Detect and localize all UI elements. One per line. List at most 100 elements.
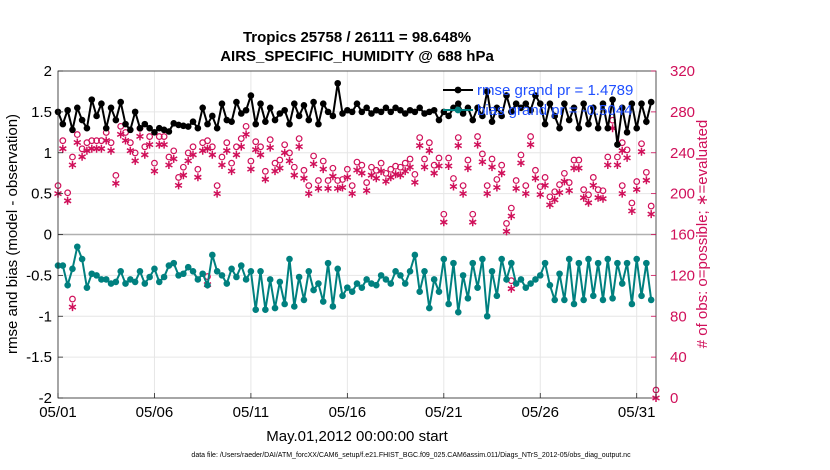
rmse-point bbox=[348, 108, 356, 116]
obs-possible-marker bbox=[382, 169, 390, 177]
bias-point bbox=[575, 259, 583, 267]
rmse-point bbox=[204, 120, 211, 128]
obs-evaluated-marker bbox=[68, 303, 77, 312]
bias-point bbox=[141, 280, 149, 287]
obs-evaluated-marker bbox=[449, 182, 458, 191]
obs-evaluated-marker bbox=[237, 142, 246, 151]
obs-possible-marker bbox=[242, 122, 250, 130]
obs-evaluated-marker bbox=[314, 184, 323, 193]
obs-possible-marker bbox=[440, 210, 448, 218]
bias-point bbox=[358, 284, 366, 291]
bias-point bbox=[271, 304, 279, 312]
obs-evaluated-marker bbox=[68, 161, 77, 169]
obs-possible-marker bbox=[517, 151, 525, 159]
y-axis-label: rmse and bias (model - observation) bbox=[4, 114, 21, 354]
rmse-point bbox=[83, 124, 91, 132]
obs-possible-marker bbox=[416, 134, 424, 141]
rmse-point bbox=[454, 100, 462, 107]
bias-point bbox=[213, 267, 221, 275]
obs-evaluated-marker bbox=[174, 181, 183, 190]
obs-markers bbox=[54, 116, 660, 402]
obs-evaluated-marker bbox=[406, 163, 414, 172]
obs-possible-marker bbox=[570, 156, 578, 164]
bias-point bbox=[155, 278, 163, 286]
bias-point bbox=[262, 306, 269, 314]
x-tick-label: 05/26 bbox=[521, 404, 559, 421]
rmse-point bbox=[136, 124, 144, 132]
rmse-point bbox=[319, 100, 327, 107]
bias-point bbox=[561, 296, 568, 304]
rmse-point bbox=[585, 120, 592, 128]
y-right-tick-label: 80 bbox=[670, 308, 687, 325]
rmse-point bbox=[575, 124, 583, 132]
bias-point bbox=[310, 286, 317, 294]
y-tick-label: 2 bbox=[44, 63, 52, 80]
bias-point bbox=[339, 292, 346, 300]
y-tick-label: 1.5 bbox=[31, 104, 52, 121]
bias-point bbox=[522, 284, 530, 291]
obs-possible-marker bbox=[589, 174, 597, 181]
obs-possible-marker bbox=[469, 210, 477, 218]
bias-point bbox=[628, 300, 636, 308]
obs-evaluated-marker bbox=[145, 140, 154, 149]
obs-evaluated-marker bbox=[618, 146, 627, 155]
rmse-point bbox=[88, 96, 96, 103]
rmse-point bbox=[527, 106, 534, 114]
bias-point bbox=[594, 259, 602, 267]
bias-point bbox=[218, 272, 226, 279]
bias-point bbox=[638, 292, 645, 300]
obs-possible-marker bbox=[435, 154, 443, 162]
bias-point bbox=[319, 298, 327, 305]
bias-point bbox=[131, 278, 139, 286]
rmse-point bbox=[271, 116, 279, 124]
bias-point bbox=[498, 255, 505, 263]
obs-possible-marker bbox=[98, 137, 105, 145]
bias-point bbox=[392, 267, 399, 275]
rmse-point bbox=[237, 110, 245, 117]
rmse-point bbox=[633, 124, 641, 132]
bias-point bbox=[237, 262, 245, 269]
bias-point bbox=[93, 272, 100, 279]
rmse-point bbox=[551, 112, 559, 120]
obs-possible-marker bbox=[556, 181, 563, 189]
bias-point bbox=[556, 270, 563, 278]
obs-evaluated-marker bbox=[329, 172, 337, 181]
obs-evaluated-marker bbox=[599, 194, 607, 203]
obs-evaluated-marker bbox=[348, 189, 356, 198]
chart-title: Tropics 25758 / 26111 = 98.648% bbox=[243, 29, 471, 46]
legend-bias-marker bbox=[454, 106, 462, 114]
bias-point bbox=[580, 296, 587, 304]
bias-point bbox=[532, 276, 539, 283]
x-tick-label: 05/11 bbox=[233, 404, 269, 421]
bias-point bbox=[315, 280, 322, 287]
obs-possible-marker bbox=[560, 169, 568, 177]
obs-evaluated-marker bbox=[309, 160, 318, 168]
obs-possible-marker bbox=[252, 138, 260, 146]
obs-possible-marker bbox=[151, 159, 158, 167]
rmse-point bbox=[262, 118, 269, 125]
obs-evaluated-marker bbox=[647, 210, 655, 219]
obs-evaluated-marker bbox=[637, 147, 646, 156]
bias-point bbox=[291, 303, 298, 310]
rmse-point bbox=[233, 98, 240, 106]
obs-possible-marker bbox=[281, 141, 289, 149]
rmse-point bbox=[609, 96, 616, 103]
bias-point bbox=[585, 255, 592, 263]
rmse-point bbox=[141, 120, 149, 128]
obs-possible-marker bbox=[324, 177, 332, 184]
obs-evaluated-marker bbox=[194, 173, 202, 182]
rmse-point bbox=[561, 100, 568, 107]
bias-point bbox=[180, 270, 187, 278]
bias-point bbox=[353, 280, 361, 287]
obs-possible-marker bbox=[194, 165, 202, 173]
bias-point bbox=[536, 272, 544, 279]
bias-point bbox=[257, 267, 264, 275]
bias-point bbox=[160, 273, 168, 281]
obs-possible-marker bbox=[358, 161, 366, 169]
x-tick-label: 05/06 bbox=[136, 404, 174, 421]
obs-possible-marker bbox=[604, 153, 612, 161]
rmse-point bbox=[430, 106, 438, 114]
obs-evaluated-marker bbox=[642, 176, 651, 185]
obs-evaluated-marker bbox=[459, 189, 467, 198]
